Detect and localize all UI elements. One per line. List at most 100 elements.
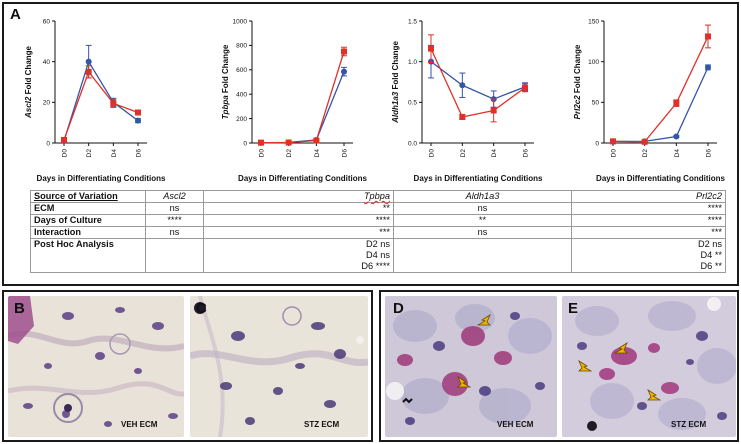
chart2-x-tick-label: D4 [314, 149, 321, 158]
label-b-veh-ecm: VEH ECM [121, 420, 158, 429]
row-label-ecm: ECM [30, 202, 146, 215]
header-aldh1a3: Aldh1a3 [393, 190, 572, 203]
line-charts-area: 0 20 40 60 D0 D2 D4 D6 Days in Differentiating C… [24, 18, 725, 183]
header-tpbpa: Tpbpa [203, 190, 394, 203]
chart3-y-tick-label: 1.5 [408, 18, 417, 25]
arrow-icon [614, 342, 628, 354]
chart4-x-tick-label: D0 [611, 149, 618, 158]
chart3-y-axis-title: Aldh1a3 Fold Change [391, 41, 400, 124]
table-row-days: Days of Culture **** **** ** **** [30, 214, 726, 227]
chart1-point [85, 68, 92, 75]
chart3-series-line [430, 48, 526, 118]
chart3-point [428, 45, 434, 52]
cell-ecm-prl2c2: **** [571, 202, 726, 215]
cell-days-aldh1a3: ** [393, 214, 572, 227]
micrograph-d [385, 296, 557, 437]
chart4-y-tick-label: 100 [588, 59, 599, 66]
header-source-of-variation: Source of Variation [30, 190, 146, 203]
row-label-posthoc: Post Hoc Analysis [30, 238, 146, 273]
chart1-y-tick-label: 0 [46, 140, 50, 147]
panel-c-letter: C [196, 300, 207, 317]
chart3-point [459, 113, 466, 120]
cell-ecm-tpbpa: ** [203, 202, 394, 215]
statistics-table: Source of Variation Ascl2 Tpbpa Aldh1a3 … [30, 190, 726, 273]
chart4-x-tick-label: D4 [674, 149, 681, 158]
arrow-icon [578, 360, 592, 372]
chart2-series-line [260, 71, 345, 144]
micrograph-e [562, 296, 736, 437]
table-header-row: Source of Variation Ascl2 Tpbpa Aldh1a3 … [30, 190, 726, 203]
chart3-x-axis-title: Days in Differentiating Conditions [414, 174, 543, 183]
chart1-point [135, 109, 141, 116]
cell-interaction-tpbpa: *** [203, 226, 394, 239]
cell-ecm-aldh1a3: ns [393, 202, 572, 215]
label-c-stz-ecm: STZ ECM [304, 420, 340, 429]
chart3-x-tick-label: D0 [429, 149, 436, 158]
posthoc-prl2c2-d4: D4 ** [700, 250, 722, 260]
chart1-x-axis-title: Days in Differentiating Conditions [37, 174, 166, 183]
chart1-x-tick-label: D6 [136, 149, 143, 158]
micrograph-b [8, 296, 184, 437]
micrograph-e-image [562, 296, 736, 437]
arrow-icon [457, 376, 471, 388]
cell-interaction-ascl2: ns [145, 226, 204, 239]
chart2-y-axis-title: Tpbpa Fold Change [221, 44, 230, 119]
chart4-x-tick-label: D2 [642, 149, 649, 158]
cell-interaction-prl2c2: *** [571, 226, 726, 239]
chart1-series-line [63, 60, 139, 142]
cell-posthoc-ascl2 [145, 238, 204, 273]
chart3-point [459, 82, 466, 89]
chart1-point [85, 58, 92, 65]
chart2-point [285, 139, 292, 146]
micrograph-c [190, 296, 368, 437]
arrow-icon [477, 314, 491, 326]
chart2-y-tick-label: 0 [243, 140, 247, 147]
chart3-y-tick-label: 0.5 [408, 100, 417, 107]
chart4-y-axis-title: Prl2c2 Fold Change [573, 44, 582, 119]
header-ascl2: Ascl2 [145, 190, 204, 203]
chart2-point [313, 137, 320, 144]
cell-posthoc-aldh1a3 [393, 238, 572, 273]
table-row-posthoc: Post Hoc Analysis D2 ns D4 ns D6 **** D2… [30, 238, 726, 273]
chart2-x-tick-label: D2 [286, 149, 293, 158]
chart4-point [705, 64, 711, 71]
cell-posthoc-prl2c2: D2 ns D4 ** D6 ** [571, 238, 726, 273]
micrograph-d-image [385, 296, 557, 437]
chart3-y-tick-label: 1.0 [408, 59, 417, 66]
table-row-ecm: ECM ns ** ns **** [30, 202, 726, 215]
chart1-y-tick-label: 40 [43, 59, 51, 66]
chart1-x-tick-label: D0 [62, 149, 69, 158]
chart1-y-axis-title: Ascl2 Fold Change [24, 45, 33, 119]
chart2-y-tick-label: 600 [236, 67, 247, 74]
chart4-y-tick-label: 50 [592, 100, 600, 107]
posthoc-tpbpa-d2: D2 ns [365, 239, 390, 249]
cell-days-prl2c2: **** [571, 214, 726, 227]
chart4-series-line [612, 36, 709, 143]
micrograph-b-image [8, 296, 184, 437]
panel-a-letter: A [10, 6, 21, 23]
panel-bc-frame: B VEH ECM C STZ ECM [2, 290, 373, 442]
chart2-point [341, 48, 347, 55]
chart1-point [61, 136, 67, 143]
table-row-interaction: Interaction ns *** ns *** [30, 226, 726, 239]
chart4-x-axis-title: Days in Differentiating Conditions [596, 174, 725, 183]
chart2-y-tick-label: 200 [236, 116, 247, 123]
chart2-x-tick-label: D6 [342, 149, 349, 158]
chart4-series-line [613, 67, 709, 143]
label-e-stz-ecm: STZ ECM [671, 420, 707, 429]
chart3-series-line [430, 61, 526, 100]
posthoc-prl2c2-d6: D6 ** [700, 261, 722, 271]
chart1-point [135, 117, 141, 124]
chart4-y-tick-label: 0 [595, 140, 599, 147]
chart2-point [258, 139, 264, 146]
header-prl2c2: Prl2c2 [571, 190, 726, 203]
row-label-days: Days of Culture [30, 214, 146, 227]
arrow-icon [647, 389, 661, 401]
chart4-point [641, 138, 648, 145]
posthoc-prl2c2-d2: D2 ns [697, 239, 722, 249]
cell-posthoc-tpbpa: D2 ns D4 ns D6 **** [203, 238, 394, 273]
chart2-y-tick-label: 1000 [233, 18, 248, 25]
chart1-x-tick-label: D2 [86, 149, 93, 158]
chart2-point [341, 68, 347, 75]
chart1-y-tick-label: 20 [43, 100, 51, 107]
